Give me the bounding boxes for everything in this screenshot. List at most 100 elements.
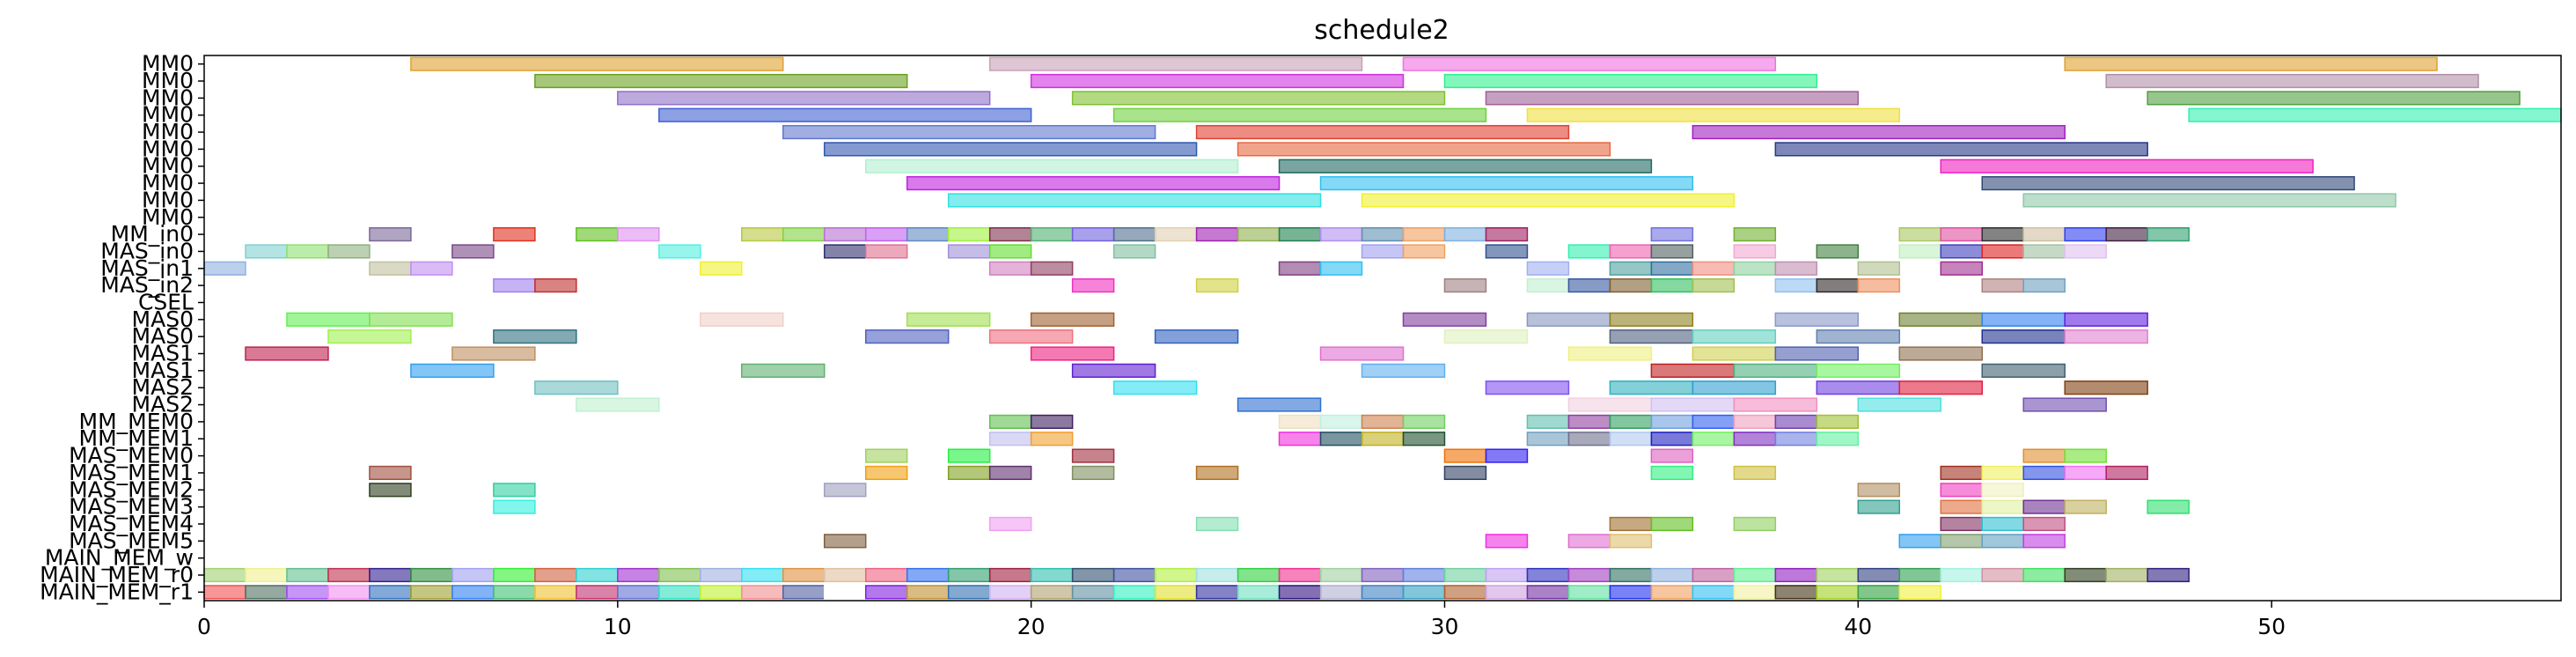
schedule-bar bbox=[1981, 227, 2024, 242]
schedule-bar bbox=[2064, 329, 2148, 344]
schedule-bar bbox=[1567, 244, 1611, 259]
schedule-bar bbox=[1609, 261, 1653, 276]
schedule-bar bbox=[286, 567, 329, 583]
schedule-bar bbox=[1898, 346, 1983, 361]
schedule-bar bbox=[1443, 329, 1529, 344]
schedule-bar bbox=[1443, 73, 1818, 89]
schedule-bar bbox=[1154, 567, 1198, 583]
schedule-bar bbox=[1650, 261, 1694, 276]
schedule-bar bbox=[1443, 465, 1487, 481]
schedule-bar bbox=[2022, 193, 2396, 208]
schedule-bar bbox=[369, 483, 412, 498]
schedule-bar bbox=[1278, 432, 1322, 447]
schedule-bar bbox=[1030, 567, 1074, 583]
schedule-bar bbox=[1030, 432, 1074, 447]
schedule-bar bbox=[1526, 312, 1611, 327]
schedule-bar bbox=[369, 585, 412, 600]
schedule-bar bbox=[1940, 465, 1983, 481]
schedule-bar bbox=[1816, 278, 1860, 293]
schedule-bar bbox=[1609, 329, 1694, 344]
schedule-bar bbox=[1071, 227, 1115, 242]
schedule-bar bbox=[906, 312, 991, 327]
schedule-bar bbox=[782, 567, 826, 583]
schedule-bar bbox=[988, 227, 1032, 242]
y-tick-label: MAS_MEM4 bbox=[69, 511, 194, 536]
schedule-bar bbox=[493, 585, 536, 600]
schedule-bar bbox=[410, 363, 495, 378]
y-tick-label: MAIN_MEM_w bbox=[45, 545, 194, 571]
schedule-bar bbox=[576, 397, 660, 412]
schedule-bar bbox=[658, 567, 701, 583]
schedule-bar bbox=[1485, 448, 1529, 463]
schedule-bar bbox=[245, 585, 288, 600]
y-tick-label: MAS_MEM2 bbox=[69, 476, 194, 502]
schedule-bar bbox=[823, 567, 867, 583]
schedule-bar bbox=[1940, 261, 1983, 276]
schedule-bar bbox=[493, 567, 536, 583]
schedule-bar bbox=[1692, 585, 1736, 600]
schedule-bar bbox=[1609, 380, 1694, 395]
schedule-bar bbox=[1981, 483, 2024, 498]
schedule-bar bbox=[617, 585, 660, 600]
schedule-bar bbox=[988, 261, 1032, 276]
schedule-bar bbox=[1485, 380, 1570, 395]
schedule-bar bbox=[369, 261, 412, 276]
schedule-bar bbox=[1733, 516, 1777, 532]
schedule-bar bbox=[1526, 432, 1570, 447]
schedule-bar bbox=[286, 244, 329, 259]
schedule-bar bbox=[1195, 124, 1570, 140]
schedule-bar bbox=[1898, 227, 1942, 242]
schedule-bar bbox=[823, 142, 1198, 157]
schedule-bar bbox=[864, 244, 908, 259]
schedule-bar bbox=[493, 329, 577, 344]
schedule-bar bbox=[1733, 363, 1818, 378]
schedule-bar bbox=[1940, 516, 1983, 532]
schedule-bar bbox=[534, 567, 577, 583]
schedule-bar bbox=[1237, 397, 1322, 412]
schedule-bar bbox=[1940, 567, 1983, 583]
schedule-bar bbox=[1071, 567, 1115, 583]
schedule-bar bbox=[1692, 380, 1777, 395]
schedule-bar bbox=[203, 261, 246, 276]
schedule-bar bbox=[1237, 142, 1611, 157]
schedule-bar bbox=[617, 91, 991, 106]
schedule-bar bbox=[286, 312, 371, 327]
schedule-bar bbox=[1319, 227, 1363, 242]
schedule-bar bbox=[617, 567, 660, 583]
schedule-bar bbox=[2064, 244, 2107, 259]
schedule-bar bbox=[2105, 227, 2148, 242]
schedule-bar bbox=[2105, 73, 2479, 89]
schedule-bar bbox=[1609, 278, 1653, 293]
schedule-bar bbox=[1857, 499, 1901, 514]
schedule-bar bbox=[2064, 567, 2107, 583]
x-tick-label: 10 bbox=[604, 614, 632, 639]
schedule-bar bbox=[369, 312, 453, 327]
schedule-bar bbox=[1071, 585, 1115, 600]
schedule-bar bbox=[1692, 567, 1736, 583]
schedule-bar bbox=[1857, 278, 1901, 293]
schedule-bar bbox=[1195, 465, 1239, 481]
schedule-bar bbox=[1650, 363, 1736, 378]
y-tick-label: MM0 bbox=[142, 51, 194, 77]
schedule-bar bbox=[947, 227, 991, 242]
schedule-bar bbox=[2147, 499, 2190, 514]
schedule-bar bbox=[2022, 516, 2066, 532]
schedule-bar bbox=[1816, 432, 1860, 447]
schedule-bar bbox=[203, 567, 246, 583]
schedule-bar bbox=[534, 278, 577, 293]
y-tick-label: CSEL bbox=[138, 289, 194, 314]
y-tick-label: MAS_MEM3 bbox=[69, 494, 194, 520]
schedule-bar bbox=[2022, 244, 2066, 259]
schedule-bar bbox=[988, 516, 1032, 532]
schedule-bar bbox=[823, 483, 867, 498]
schedule-bar bbox=[1981, 465, 2024, 481]
schedule-bar bbox=[1650, 567, 1694, 583]
schedule-bar bbox=[2022, 499, 2066, 514]
schedule-bar bbox=[658, 107, 1032, 122]
schedule-bar bbox=[823, 227, 867, 242]
schedule-bar bbox=[1650, 414, 1694, 429]
schedule-bar bbox=[1237, 227, 1281, 242]
schedule-bar bbox=[369, 465, 412, 481]
y-tick-label: MM0 bbox=[142, 170, 194, 196]
schedule-bar bbox=[1981, 244, 2024, 259]
